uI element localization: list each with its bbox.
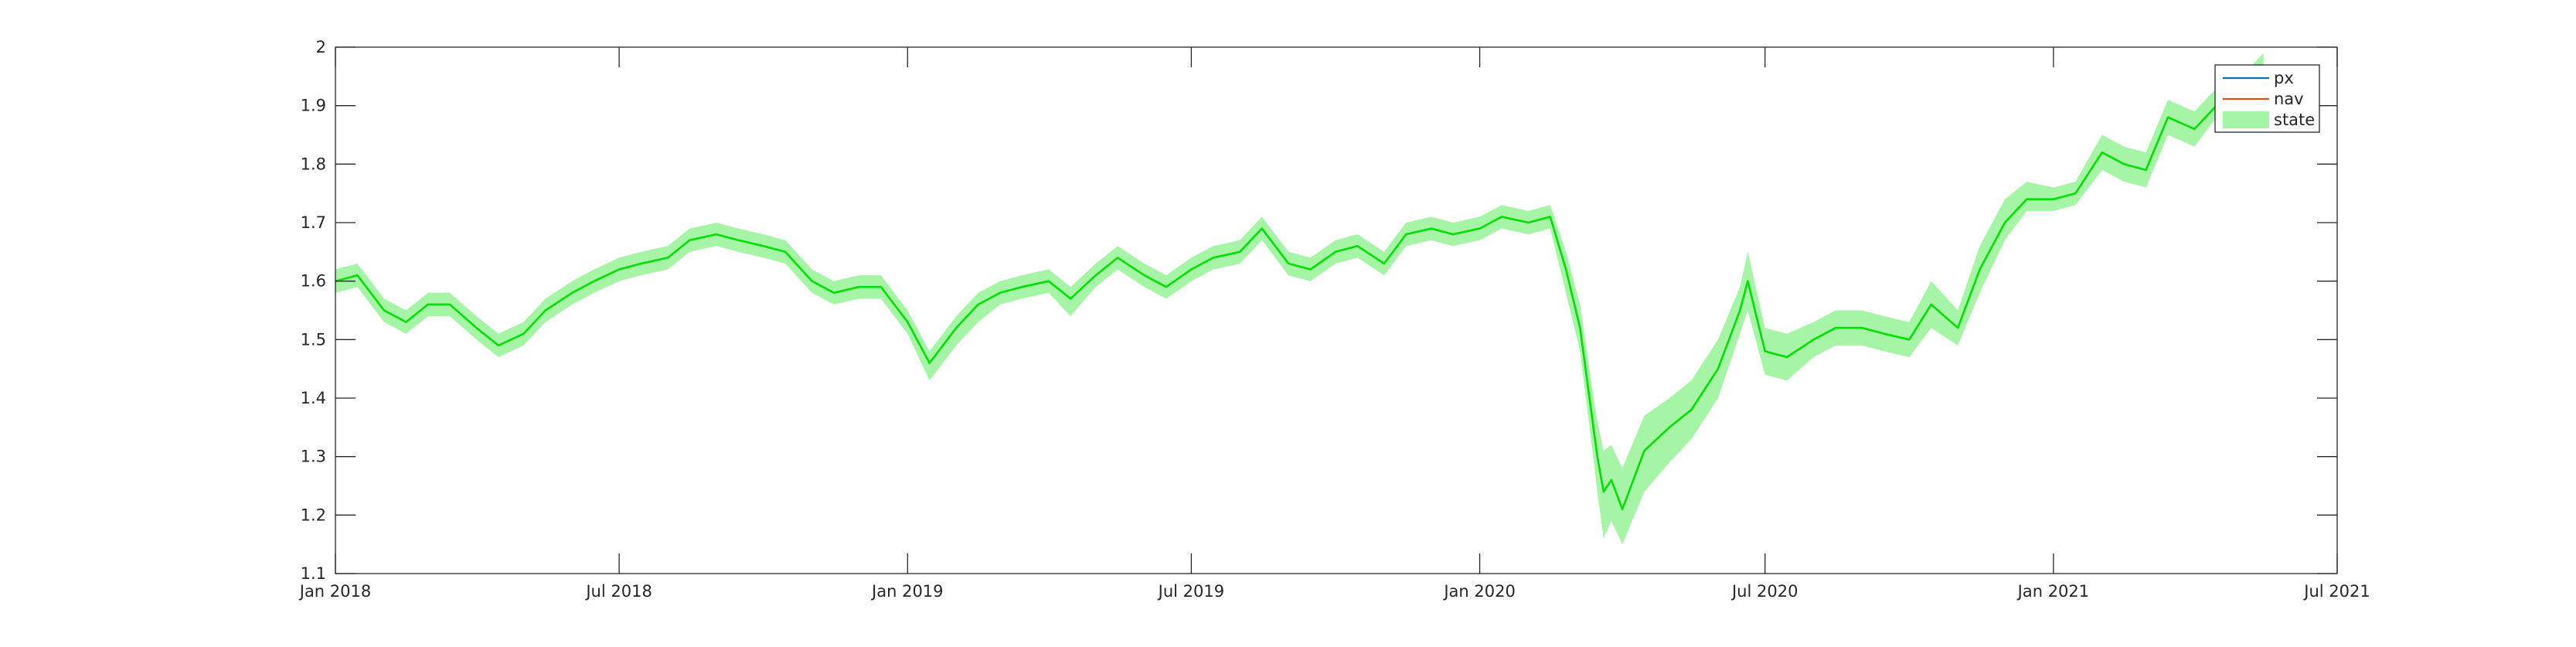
- y-tick-label: 1.9: [301, 97, 326, 115]
- x-tick-label: Jul 2020: [1730, 582, 1798, 601]
- axes-box: [335, 46, 2338, 574]
- x-tick-label: Jan 2021: [2016, 582, 2090, 601]
- legend-label-px: px: [2274, 69, 2294, 87]
- legend-label-state: state: [2274, 111, 2315, 129]
- y-tick-label: 1.5: [301, 330, 326, 349]
- legend-swatch-state: [2223, 111, 2269, 128]
- x-tick-label: Jul 2019: [1157, 582, 1224, 601]
- x-tick-label: Jul 2018: [584, 582, 652, 601]
- y-tick-label: 1.3: [301, 448, 326, 466]
- series-line-state: [335, 70, 2265, 511]
- legend-label-nav: nav: [2274, 90, 2304, 108]
- y-tick-label: 2: [316, 38, 326, 56]
- y-tick-label: 1.7: [301, 213, 326, 232]
- plot-area: [335, 47, 2337, 574]
- y-tick-label: 1.1: [301, 564, 326, 583]
- axes: 1.1 1.2 1.3 1.4 1.5 1.6 1.7 1.8 1.9 2 Jan 2018 Jul …: [298, 38, 2370, 601]
- x-tick-label: Jan 2019: [870, 582, 944, 601]
- x-tick-label: Jan 2020: [1442, 582, 1516, 601]
- legend: px nav state: [2214, 64, 2320, 133]
- y-tick-label: 1.4: [301, 389, 326, 407]
- plot-background: [335, 47, 2337, 574]
- x-tick-label: Jul 2021: [2302, 582, 2370, 601]
- x-tick-label: Jan 2018: [298, 582, 372, 601]
- y-tick-label: 1.2: [301, 506, 326, 524]
- y-tick-label: 1.6: [301, 272, 326, 291]
- y-tick-label: 1.8: [301, 155, 326, 173]
